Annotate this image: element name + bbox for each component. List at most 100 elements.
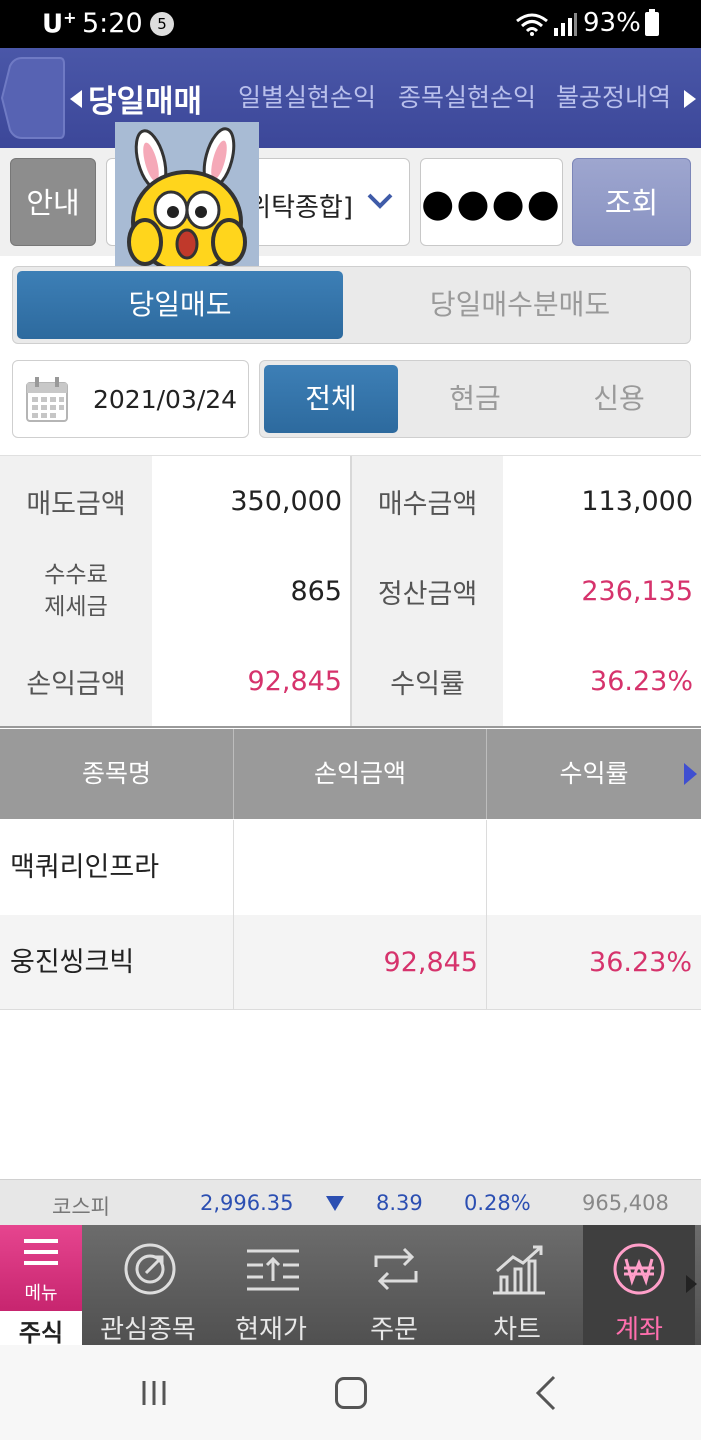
account-row: 안내 위탁종합] ●●●● 조회	[0, 148, 701, 256]
filter-credit[interactable]: 신용	[593, 382, 645, 415]
stock-return-rate: 36.23%	[589, 947, 692, 978]
stock-name: 웅진씽크빅	[10, 947, 135, 978]
nav-chart-label: 차트	[493, 1315, 541, 1345]
stock-return-rate	[487, 820, 692, 915]
nav-watchlist-label: 관심종목	[100, 1315, 196, 1345]
menu-button[interactable]: 메뉴 주식	[0, 1225, 82, 1347]
nav-order-label: 주문	[370, 1315, 418, 1345]
row-divider	[486, 820, 487, 915]
sell-amount-label: 매도금액	[0, 456, 152, 546]
pnl-label: 손익금액	[0, 636, 152, 726]
tab-unfair-trade[interactable]: 불공정내역	[556, 83, 672, 112]
nav-current-price[interactable]: 현재가	[211, 1225, 331, 1345]
stock-category-label: 주식	[18, 1319, 64, 1347]
back-tab-icon[interactable]	[0, 56, 66, 140]
index-change: 8.39	[376, 1191, 423, 1215]
wifi-icon	[516, 13, 548, 36]
return-rate-value: 36.23%	[503, 636, 701, 726]
nav-watchlist[interactable]: 관심종목	[88, 1225, 208, 1345]
table-row[interactable]: 맥쿼리인프라	[0, 820, 701, 915]
stock-pnl	[234, 820, 478, 915]
table-row[interactable]: 웅진씽크빅 92,845 36.23%	[0, 915, 701, 1010]
guide-button[interactable]: 안내	[10, 158, 96, 246]
system-nav-bar	[0, 1345, 701, 1440]
fee-tax-value: 865	[152, 546, 350, 636]
watchlist-icon	[124, 1243, 176, 1295]
bunny-sticker-image	[115, 122, 259, 288]
top-tab-bar: 당일매매 일별실현손익 종목실현손익 불공정내역	[0, 48, 701, 148]
settlement-label: 정산금액	[352, 546, 503, 636]
nav-account[interactable]: 계좌	[583, 1225, 695, 1345]
order-icon	[374, 1247, 418, 1291]
tab-scroll-left-icon[interactable]	[70, 90, 82, 108]
hamburger-icon	[24, 1239, 58, 1243]
tab-today-buy-then-sell[interactable]: 당일매수분매도	[429, 288, 611, 321]
index-change-pct: 0.28%	[464, 1191, 531, 1215]
settlement-value: 236,135	[503, 546, 701, 636]
summary-grid: 매도금액 350,000 매수금액 113,000 수수료 제세금 865 정산금…	[0, 455, 701, 728]
filter-all[interactable]: 전체	[264, 365, 398, 433]
back-icon[interactable]	[534, 1375, 558, 1411]
calendar-icon	[26, 377, 68, 422]
index-value: 2,996.35	[200, 1191, 294, 1215]
carrier-label: U+	[42, 8, 77, 40]
buy-amount-label: 매수금액	[352, 456, 503, 546]
notification-badge: 5	[150, 12, 174, 36]
nav-chart[interactable]: 차트	[457, 1225, 577, 1345]
date-value: 2021/03/24	[93, 385, 238, 414]
status-bar: U+ 5:20 5 93%	[0, 0, 701, 48]
battery-percent: 93%	[583, 8, 641, 38]
index-name: 코스피	[52, 1195, 110, 1219]
filter-cash[interactable]: 현금	[449, 382, 501, 415]
clock: 5:20	[82, 8, 143, 39]
nav-account-label: 계좌	[615, 1315, 663, 1345]
date-picker[interactable]: 2021/03/24	[12, 360, 249, 438]
tab-daily-realized-pnl[interactable]: 일별실현손익	[238, 83, 377, 112]
down-arrow-icon	[326, 1196, 344, 1211]
index-volume: 965,408	[582, 1191, 669, 1215]
summary-divider	[350, 456, 352, 728]
stock-name: 맥쿼리인프라	[10, 852, 160, 883]
fee-tax-label: 수수료 제세금	[0, 546, 152, 636]
bottom-app-nav: 메뉴 주식 관심종목 현재가 주문	[0, 1225, 701, 1347]
tab-stock-realized-pnl[interactable]: 종목실현손익	[398, 83, 537, 112]
password-field[interactable]: ●●●●	[420, 158, 563, 246]
account-text: 위탁종합]	[247, 193, 353, 223]
return-rate-label: 수익률	[352, 636, 503, 726]
row-divider	[233, 915, 234, 1010]
battery-icon	[645, 9, 659, 36]
filter-segment: 전체 현금 신용	[259, 360, 691, 438]
pnl-value: 92,845	[152, 636, 350, 726]
menu-background: 메뉴	[0, 1225, 82, 1311]
row-divider	[486, 915, 487, 1010]
chevron-down-icon	[367, 193, 393, 209]
nav-order[interactable]: 주문	[334, 1225, 454, 1345]
tab-today-sell[interactable]: 당일매도	[17, 271, 343, 339]
won-icon	[613, 1243, 665, 1295]
col-pnl: 손익금액	[313, 759, 406, 788]
search-button[interactable]: 조회	[572, 158, 691, 246]
header-divider	[233, 729, 234, 819]
nav-current-price-label: 현재가	[235, 1315, 307, 1345]
signal-icon	[554, 13, 577, 36]
menu-label: 메뉴	[24, 1283, 58, 1304]
summary-bottom-border	[0, 726, 701, 728]
chart-icon	[493, 1245, 545, 1295]
stock-table-header: 종목명 손익금액 수익률	[0, 729, 701, 819]
home-icon[interactable]	[335, 1377, 367, 1409]
sell-type-segment: 당일매도 당일매수분매도	[12, 266, 691, 344]
col-stock-name: 종목명	[81, 759, 151, 788]
buy-amount-value: 113,000	[503, 456, 701, 546]
col-return-rate: 수익률	[559, 759, 629, 788]
row-divider	[233, 820, 234, 915]
tab-scroll-right-icon[interactable]	[684, 90, 696, 108]
stock-pnl: 92,845	[383, 947, 478, 978]
more-columns-icon[interactable]	[684, 763, 697, 785]
index-ticker[interactable]: 코스피 2,996.35 8.39 0.28% 965,408	[0, 1179, 701, 1225]
nav-more-icon[interactable]	[686, 1275, 697, 1293]
sell-amount-value: 350,000	[152, 456, 350, 546]
tab-today-trade[interactable]: 당일매매	[88, 84, 203, 120]
current-price-icon	[247, 1249, 299, 1291]
recent-apps-icon[interactable]	[140, 1379, 168, 1407]
header-divider	[486, 729, 487, 819]
